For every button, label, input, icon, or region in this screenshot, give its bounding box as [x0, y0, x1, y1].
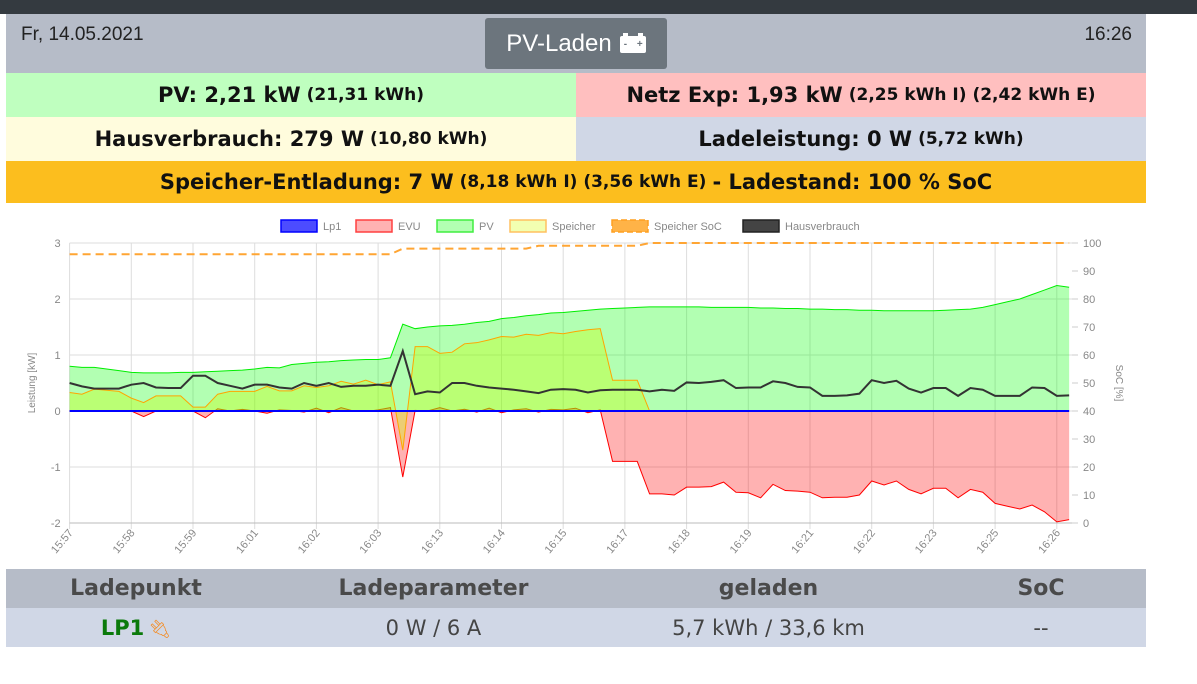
- x-tick-label: 16:02: [296, 527, 323, 556]
- legend-swatch: [611, 219, 649, 233]
- x-tick-label: 15:59: [172, 527, 199, 556]
- col-ladeparameter: Ladeparameter: [338, 576, 529, 601]
- date: Fr, 14.05.2021: [21, 24, 144, 45]
- pv-energy: (21,31 kWh): [306, 85, 425, 105]
- x-tick-label: 16:26: [1036, 527, 1063, 556]
- y2-tick-label: 30: [1083, 434, 1095, 446]
- x-tick-label: 16:19: [728, 527, 755, 556]
- col-ladepunkt: Ladepunkt: [70, 576, 202, 601]
- plug-icon: 🔌︎: [148, 618, 172, 640]
- col-geladen: geladen: [718, 576, 819, 601]
- pv-summary: PV: 2,21 kW (21,31 kWh): [6, 73, 576, 117]
- legend-label: Lp1: [323, 221, 341, 233]
- storage-energy: (8,18 kWh I) (3,56 kWh E): [459, 172, 707, 192]
- legend-label: EVU: [398, 221, 421, 233]
- legend-swatch: [355, 219, 393, 233]
- y2-tick-label: 80: [1083, 294, 1095, 306]
- y-tick-label: 0: [54, 406, 60, 418]
- y2-axis-title: SoC [%]: [1113, 365, 1124, 402]
- x-tick-label: 16:23: [913, 527, 940, 556]
- x-tick-label: 15:58: [111, 527, 138, 556]
- y-tick-label: 1: [54, 350, 60, 362]
- y2-tick-label: 10: [1083, 490, 1095, 502]
- x-tick-label: 16:18: [666, 527, 693, 556]
- col-soc: SoC: [1017, 576, 1065, 601]
- storage-soc: - Ladestand: 100 % SoC: [712, 170, 993, 194]
- x-tick-label: 16:03: [358, 527, 385, 556]
- x-tick-label: 16:21: [789, 527, 816, 556]
- header: Fr, 14.05.2021 PV-Laden - + 16:26: [6, 14, 1146, 73]
- y-tick-label: -2: [51, 518, 61, 530]
- pv-power: PV: 2,21 kW: [157, 83, 301, 107]
- battery-icon: - +: [619, 33, 646, 53]
- evu-area: [69, 407, 1070, 522]
- top-bar: [0, 0, 1197, 14]
- soc-line: [69, 242, 1070, 256]
- y2-tick-label: 70: [1083, 322, 1095, 334]
- storage-power: Speicher-Entladung: 7 W: [159, 170, 454, 194]
- y-tick-label: 3: [54, 238, 60, 250]
- y2-tick-label: 40: [1083, 406, 1095, 418]
- house-power: Hausverbrauch: 279 W: [94, 127, 365, 151]
- pv-area: [69, 285, 1070, 411]
- legend-swatch: [742, 219, 780, 233]
- table-row[interactable]: LP1 🔌︎ 0 W / 6 A 5,7 kWh / 33,6 km --: [6, 608, 1146, 647]
- lp-cell: LP1 🔌︎: [6, 616, 266, 640]
- legend-swatch: [436, 219, 474, 233]
- storage-summary: Speicher-Entladung: 7 W (8,18 kWh I) (3,5…: [6, 161, 1146, 203]
- lp-params: 0 W / 6 A: [385, 615, 482, 640]
- x-tick-label: 16:25: [975, 527, 1002, 556]
- legend-label: Hausverbrauch: [785, 221, 860, 233]
- grid-summary: Netz Exp: 1,93 kW (2,25 kWh I) (2,42 kWh …: [576, 73, 1146, 117]
- legend-label: Speicher SoC: [654, 221, 722, 233]
- y2-tick-label: 90: [1083, 266, 1095, 278]
- x-tick-label: 16:14: [481, 527, 508, 556]
- house-energy: (10,80 kWh): [370, 129, 488, 149]
- charge-mode-button[interactable]: PV-Laden - +: [485, 18, 667, 69]
- table-header: Ladepunkt Ladeparameter geladen SoC: [6, 569, 1146, 608]
- grid-power: Netz Exp: 1,93 kW: [626, 83, 843, 107]
- y-tick-label: -1: [51, 462, 61, 474]
- x-tick-label: 16:15: [543, 527, 570, 556]
- hausverbrauch-line: [69, 347, 1070, 398]
- x-tick-label: 15:57: [49, 527, 76, 556]
- y2-tick-label: 50: [1083, 378, 1095, 390]
- y-axis-title: Leistung [kW]: [27, 352, 38, 413]
- y-tick-label: 2: [54, 294, 60, 306]
- legend-swatch: [509, 219, 547, 233]
- lp-name: LP1: [100, 615, 145, 640]
- time: 16:26: [1084, 24, 1132, 45]
- pv-line: [69, 285, 1070, 374]
- lp-soc: --: [1033, 615, 1049, 640]
- legend-swatch: [280, 219, 318, 233]
- house-summary: Hausverbrauch: 279 W (10,80 kWh): [6, 117, 576, 161]
- y2-tick-label: 60: [1083, 350, 1095, 362]
- charging-energy: (5,72 kWh): [918, 129, 1024, 149]
- x-tick-label: 16:22: [851, 527, 878, 556]
- charge-point-table: Ladepunkt Ladeparameter geladen SoC LP1 🔌…: [6, 569, 1146, 647]
- legend-label: Speicher: [552, 221, 596, 233]
- x-tick-label: 16:13: [419, 527, 446, 556]
- y2-tick-label: 100: [1083, 238, 1101, 250]
- y2-tick-label: 0: [1083, 518, 1089, 530]
- charging-power: Ladeleistung: 0 W: [698, 127, 913, 151]
- grid-energy: (2,25 kWh I) (2,42 kWh E): [848, 85, 1096, 105]
- legend-label: PV: [479, 221, 494, 233]
- y2-tick-label: 20: [1083, 462, 1095, 474]
- charging-summary: Ladeleistung: 0 W (5,72 kWh): [576, 117, 1146, 161]
- x-tick-label: 16:01: [234, 527, 261, 556]
- x-tick-label: 16:17: [604, 527, 631, 556]
- lp-charged: 5,7 kWh / 33,6 km: [672, 615, 865, 640]
- charge-mode-label: PV-Laden: [506, 29, 612, 57]
